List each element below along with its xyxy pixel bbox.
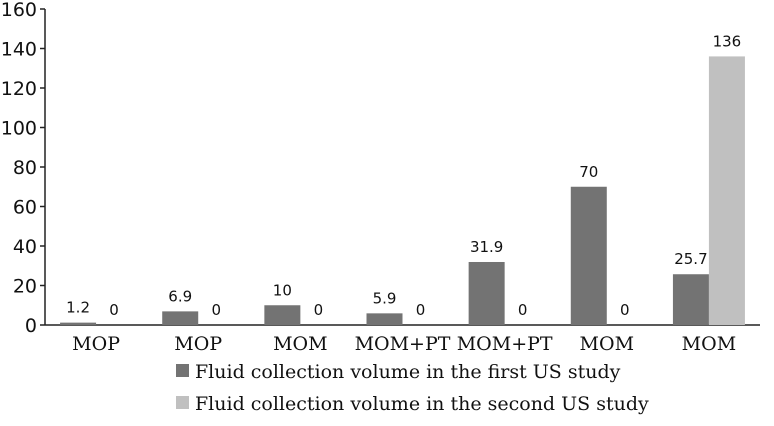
- legend-swatch-series-2: [176, 396, 189, 409]
- x-category-label: MOM+PT: [457, 333, 553, 355]
- x-category-label: MOM: [682, 333, 737, 355]
- legend-swatch-series-1: [176, 364, 189, 377]
- data-label-series-1: 70: [579, 163, 598, 181]
- bar-series-1: [60, 322, 97, 325]
- x-category-label: MOM: [273, 333, 328, 355]
- y-tick-label: 0: [25, 315, 37, 337]
- data-label-series-1: 25.7: [674, 250, 707, 268]
- data-label-series-1: 10: [273, 281, 292, 299]
- y-tick-label: 100: [1, 118, 37, 140]
- data-label-series-1: 5.9: [373, 289, 397, 307]
- bar-series-1: [366, 313, 403, 325]
- data-label-series-2: 0: [109, 301, 119, 319]
- data-label-series-1: 31.9: [470, 238, 503, 256]
- chart-labels: 1.2 0 MOP 6.9 0 MOP 10 0 MOM 5.9 0 MOM+PT 31.9 0 MOM+P…: [66, 32, 741, 355]
- data-label-series-1: 6.9: [168, 287, 192, 305]
- data-label-series-2: 0: [416, 301, 426, 319]
- legend-label-series-2: Fluid collection volume in the second US…: [195, 393, 649, 415]
- legend-label-series-1: Fluid collection volume in the first US …: [195, 361, 621, 383]
- x-category-label: MOP: [174, 333, 222, 355]
- y-tick-label: 20: [13, 276, 37, 298]
- chart-legend: Fluid collection volume in the first US …: [176, 361, 649, 415]
- x-category-label: MOM+PT: [355, 333, 451, 355]
- chart-bars: [60, 56, 745, 326]
- y-tick-label: 40: [13, 236, 37, 258]
- data-label-series-2: 0: [518, 301, 528, 319]
- bar-series-1: [672, 274, 709, 325]
- x-category-label: MOM: [580, 333, 635, 355]
- data-label-series-2: 0: [314, 301, 324, 319]
- bar-series-1: [264, 305, 301, 325]
- bar-series-1: [162, 311, 199, 325]
- bar-series-2: [708, 56, 745, 326]
- bar-series-1: [570, 186, 607, 325]
- y-tick-label: 80: [13, 157, 37, 179]
- data-label-series-1: 1.2: [66, 299, 90, 317]
- x-category-label: MOP: [72, 333, 120, 355]
- y-tick-label: 60: [13, 197, 37, 219]
- y-tick-label: 140: [1, 39, 37, 61]
- bar-series-1: [468, 261, 505, 325]
- y-tick-label: 160: [1, 0, 37, 21]
- y-tick-label: 120: [1, 78, 37, 100]
- data-label-series-2: 0: [211, 301, 221, 319]
- data-label-series-2: 136: [713, 32, 742, 50]
- data-label-series-2: 0: [620, 301, 630, 319]
